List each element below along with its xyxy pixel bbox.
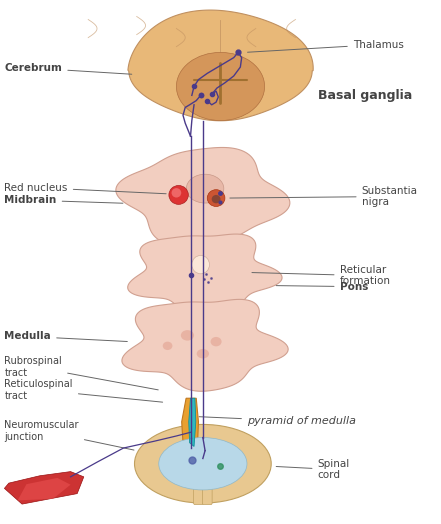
- Text: Reticulospinal
tract: Reticulospinal tract: [4, 379, 163, 402]
- Ellipse shape: [172, 188, 181, 198]
- Ellipse shape: [163, 342, 172, 350]
- Text: Substantia
nigra: Substantia nigra: [230, 185, 418, 208]
- Ellipse shape: [197, 349, 209, 358]
- Text: Reticular
formation: Reticular formation: [252, 265, 391, 287]
- Polygon shape: [128, 10, 313, 121]
- Ellipse shape: [192, 256, 209, 274]
- FancyBboxPatch shape: [194, 483, 203, 505]
- Text: Thalamus: Thalamus: [247, 39, 404, 52]
- Text: Medulla: Medulla: [4, 331, 127, 342]
- Polygon shape: [182, 398, 198, 446]
- Ellipse shape: [207, 190, 225, 206]
- Ellipse shape: [181, 330, 194, 341]
- Ellipse shape: [135, 424, 271, 503]
- Text: Cerebrum: Cerebrum: [4, 63, 132, 74]
- Text: Rubrospinal
tract: Rubrospinal tract: [4, 356, 158, 390]
- Polygon shape: [128, 234, 282, 314]
- Text: pyramid of medulla: pyramid of medulla: [199, 416, 356, 427]
- Ellipse shape: [176, 52, 265, 121]
- Ellipse shape: [186, 174, 224, 203]
- Ellipse shape: [159, 438, 247, 490]
- Polygon shape: [116, 147, 290, 246]
- Text: Red nucleus: Red nucleus: [4, 182, 166, 194]
- Text: Spinal
cord: Spinal cord: [276, 458, 350, 481]
- Ellipse shape: [169, 185, 188, 204]
- Polygon shape: [4, 472, 84, 504]
- Polygon shape: [122, 299, 288, 391]
- Polygon shape: [189, 398, 196, 446]
- Text: Midbrain: Midbrain: [4, 195, 123, 205]
- FancyBboxPatch shape: [202, 483, 212, 505]
- Ellipse shape: [212, 195, 220, 203]
- Polygon shape: [18, 478, 71, 500]
- Text: Neuromuscular
junction: Neuromuscular junction: [4, 420, 134, 450]
- Text: Basal ganglia: Basal ganglia: [318, 89, 412, 102]
- Ellipse shape: [211, 337, 221, 346]
- Text: Pons: Pons: [276, 281, 368, 292]
